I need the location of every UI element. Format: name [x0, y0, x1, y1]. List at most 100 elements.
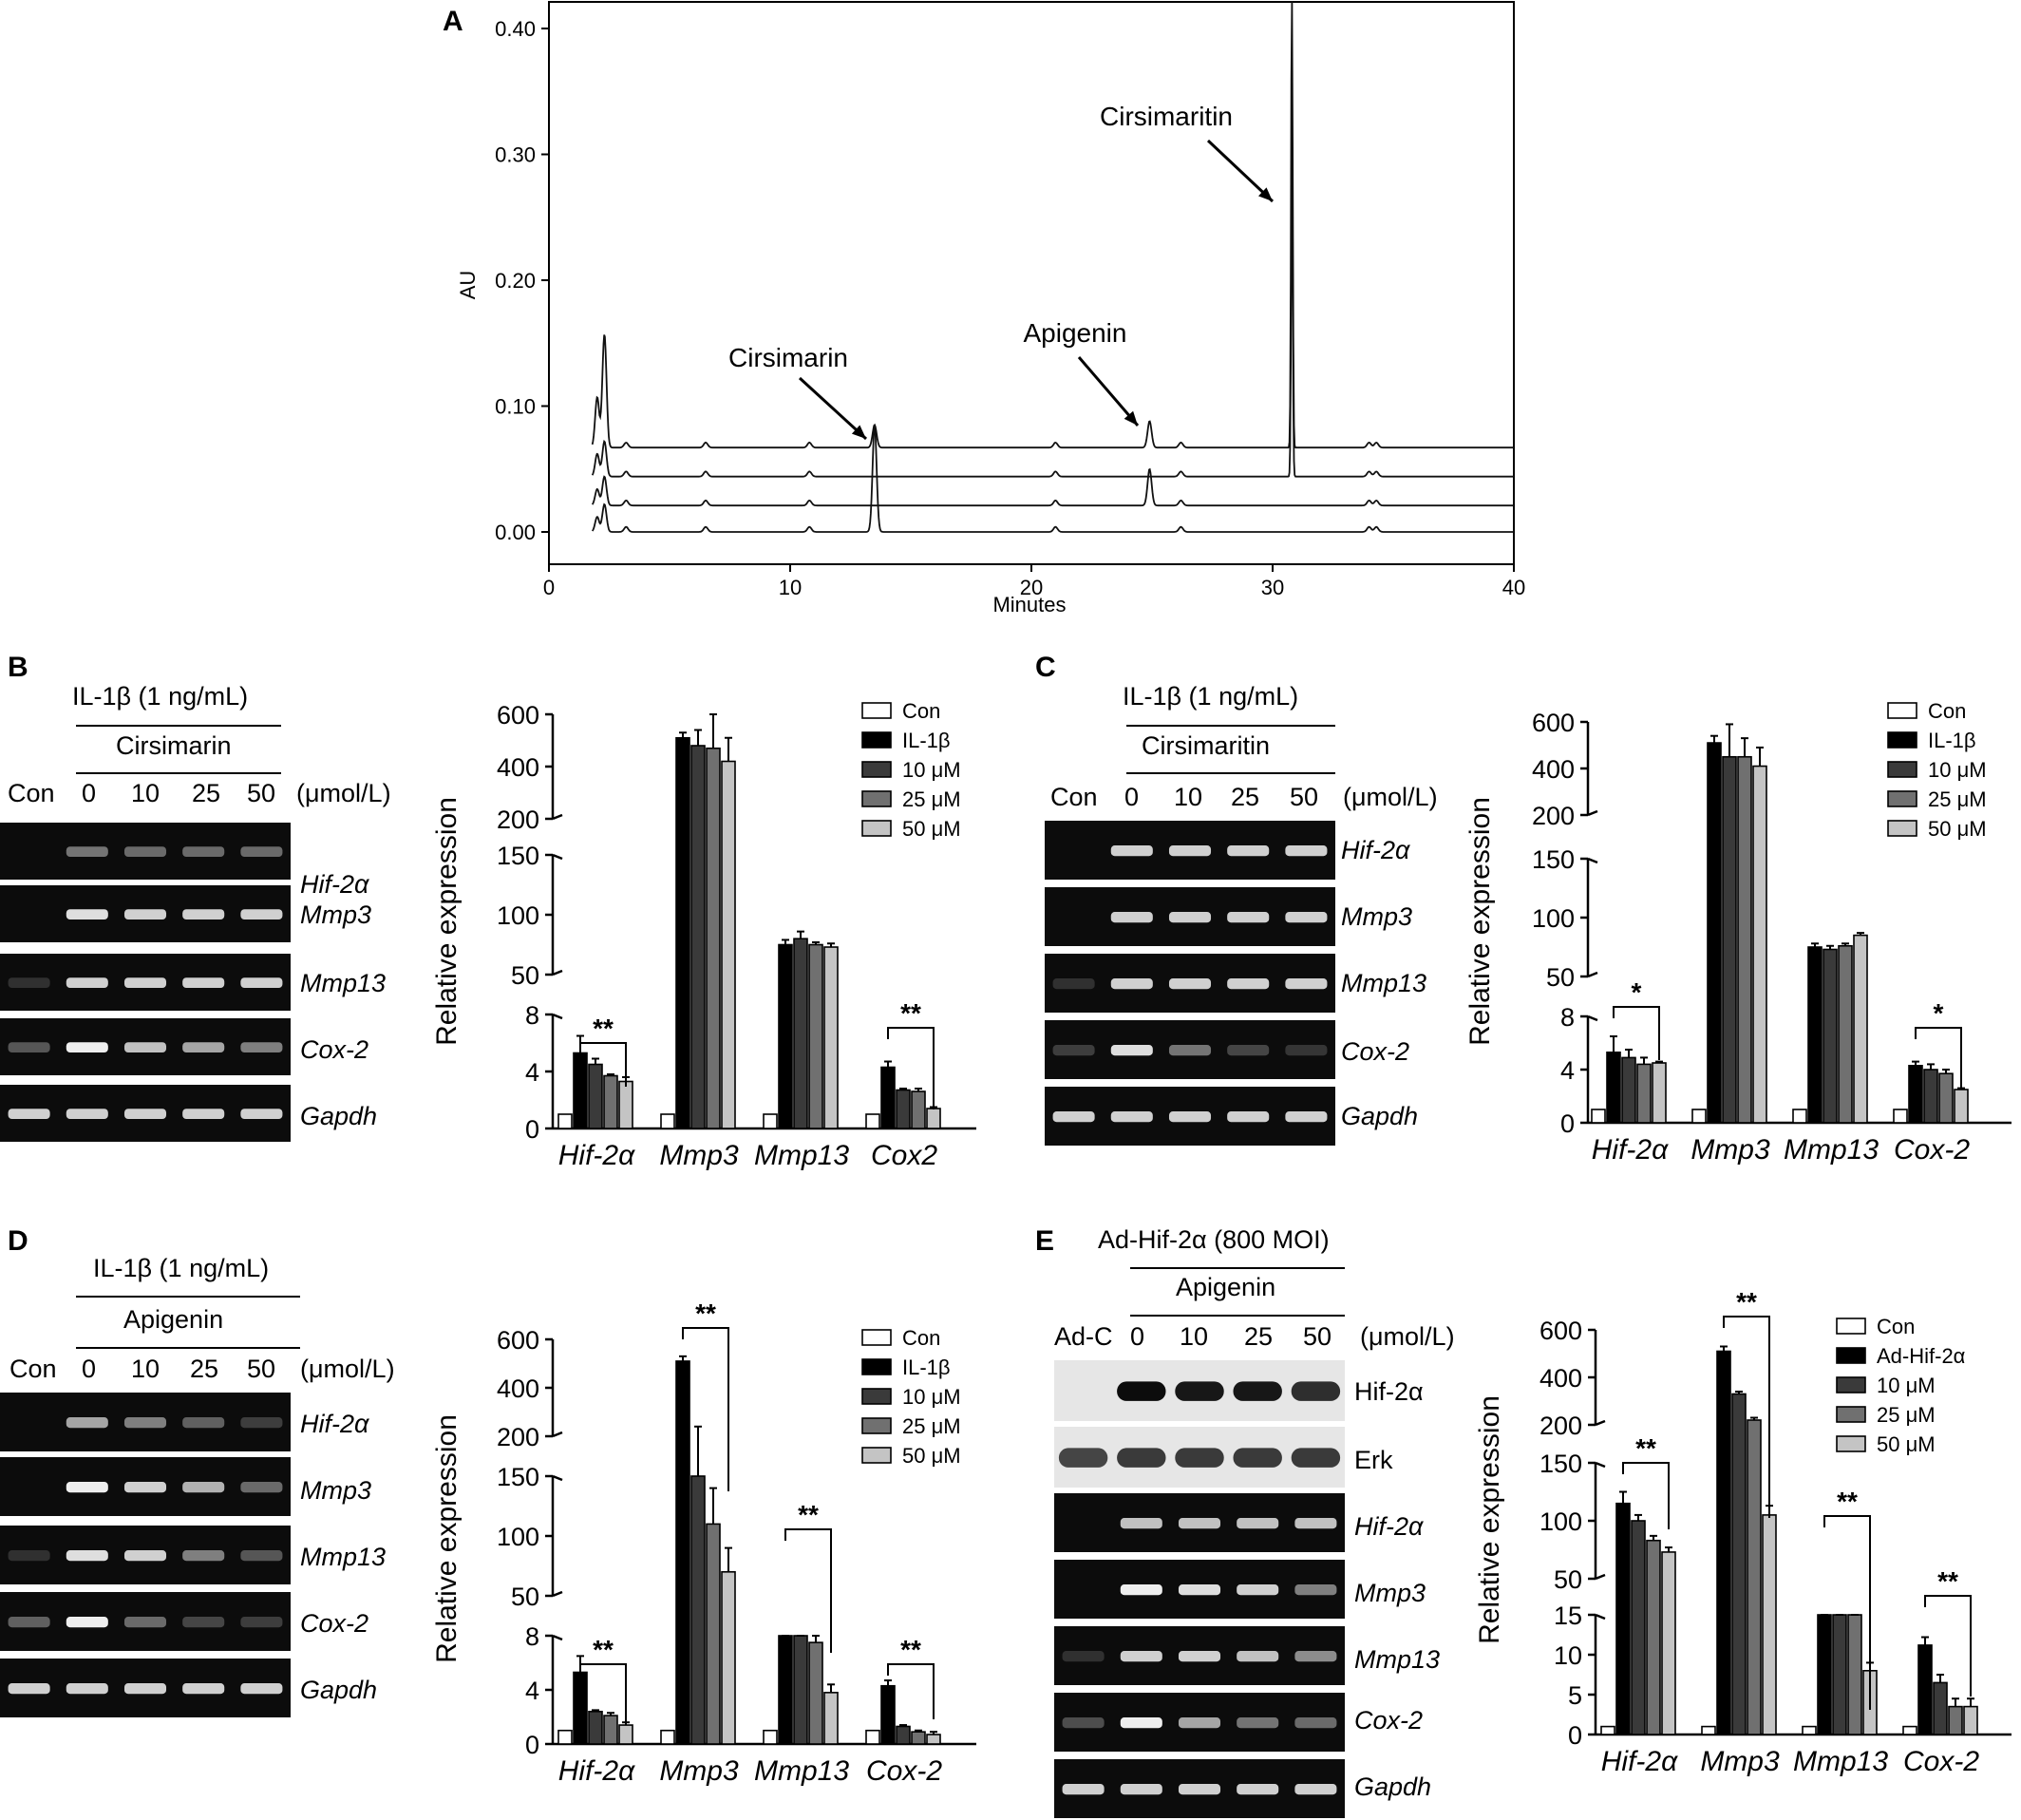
bar	[588, 1711, 603, 1745]
gel-band	[240, 846, 283, 857]
bar	[690, 1475, 706, 1745]
y-tick-label: 150	[497, 1463, 539, 1491]
bar	[1817, 1614, 1832, 1735]
western-band	[1233, 1448, 1282, 1468]
bar	[823, 946, 839, 1129]
axis-break	[1587, 857, 1598, 864]
bar	[1631, 1520, 1646, 1735]
axis-break	[552, 853, 563, 861]
axis-break	[552, 969, 563, 976]
significance-bracket	[1823, 1515, 1871, 1710]
panel-label-b: B	[8, 652, 28, 683]
gel-band	[182, 1042, 225, 1052]
d-gene-cox2: Cox-2	[300, 1609, 369, 1638]
peak-annotation: Apigenin	[1024, 318, 1127, 348]
c-unit-label: (μmol/L)	[1343, 783, 1438, 811]
gel-band	[66, 1550, 108, 1562]
bar	[880, 1066, 896, 1129]
bar	[618, 1080, 633, 1129]
peak-annotation: Cirsimaritin	[1100, 102, 1233, 131]
gel-band	[240, 1042, 283, 1052]
bar	[808, 943, 823, 1129]
significance-mark: *	[1934, 998, 1944, 1028]
bar	[1963, 1705, 1978, 1735]
gel-band	[66, 977, 108, 988]
significance-mark: **	[695, 1299, 716, 1328]
y-tick-label: 150	[1532, 845, 1575, 874]
x-tick-label: 20	[1020, 576, 1043, 599]
legend-label: IL-1β	[1928, 729, 1976, 752]
western-band	[1175, 1448, 1224, 1468]
bar	[706, 1523, 721, 1745]
bar	[1893, 1109, 1908, 1124]
bar	[763, 1729, 778, 1745]
significance-mark: **	[593, 1014, 614, 1043]
category-label: Mmp3	[659, 1140, 739, 1171]
gel-band	[1227, 912, 1270, 923]
legend-swatch	[1887, 731, 1917, 749]
gel-band	[182, 1683, 225, 1695]
gel-band	[123, 909, 167, 919]
bar	[1908, 1065, 1923, 1124]
bar	[911, 1731, 926, 1745]
y-tick-label: 100	[497, 1523, 539, 1551]
c-treatment-label: IL-1β (1 ng/mL)	[1123, 682, 1299, 711]
bar	[618, 1724, 633, 1745]
y-tick-label: 100	[497, 901, 539, 930]
significance-bracket	[887, 1027, 935, 1109]
arrow-head	[1257, 187, 1273, 201]
gel-band	[123, 1617, 167, 1628]
category-label: Hif-2α	[558, 1755, 635, 1787]
bar	[1802, 1725, 1817, 1735]
bar	[1752, 765, 1767, 1124]
b-gene-gapdh: Gapdh	[300, 1102, 378, 1130]
bar	[1722, 755, 1737, 1124]
western-band	[1058, 1448, 1108, 1468]
e-gene-hif2a: Hif-2α	[1354, 1512, 1424, 1541]
y-tick-label: 8	[525, 1001, 539, 1030]
c-gene-gapdh: Gapdh	[1341, 1102, 1419, 1130]
y-tick-label: 4	[525, 1058, 539, 1087]
chromatogram-trace	[591, 1, 1514, 449]
significance-mark: **	[900, 998, 921, 1028]
gel-band	[66, 1683, 108, 1695]
bar	[603, 1074, 618, 1129]
gel-band	[1168, 1045, 1212, 1056]
c-gene-cox2: Cox-2	[1341, 1037, 1410, 1066]
b-compound-label: Cirsimarin	[116, 731, 232, 760]
y-tick-label: 400	[1532, 755, 1575, 784]
significance-bracket	[784, 1528, 832, 1653]
y-tick-label: 10	[1554, 1641, 1582, 1670]
gel-band	[1168, 1111, 1212, 1123]
bar	[1933, 1681, 1948, 1735]
gel-band	[1294, 1584, 1337, 1596]
bar	[823, 1692, 839, 1745]
gel-band	[240, 909, 283, 919]
bar	[1832, 1614, 1847, 1735]
axis-break	[1587, 809, 1598, 817]
gel-band	[1052, 978, 1095, 990]
c-con-label: Con	[1050, 783, 1098, 811]
significance-bracket	[1924, 1595, 1972, 1697]
bar	[896, 1725, 911, 1745]
legend-label: Con	[902, 699, 940, 723]
bar	[865, 1729, 880, 1745]
b-dose-10: 10	[131, 779, 161, 807]
bar	[778, 943, 793, 1129]
bar	[1838, 944, 1853, 1124]
western-band	[1291, 1381, 1341, 1401]
e-dose-25: 25	[1244, 1322, 1274, 1351]
c-dose-0: 0	[1124, 783, 1140, 811]
b-dose-0: 0	[82, 779, 97, 807]
bar	[1823, 948, 1838, 1124]
axis-break	[552, 1431, 563, 1438]
gel-band	[1227, 1111, 1270, 1123]
bar	[1691, 1109, 1707, 1124]
y-tick-label: 5	[1568, 1681, 1582, 1710]
axis-break	[1595, 1419, 1606, 1427]
axis-break	[1587, 971, 1598, 978]
gel-band	[1052, 1111, 1095, 1123]
b-treatment-line	[76, 725, 281, 727]
gel-band	[240, 1417, 283, 1429]
y-tick-label: 100	[1539, 1507, 1582, 1536]
